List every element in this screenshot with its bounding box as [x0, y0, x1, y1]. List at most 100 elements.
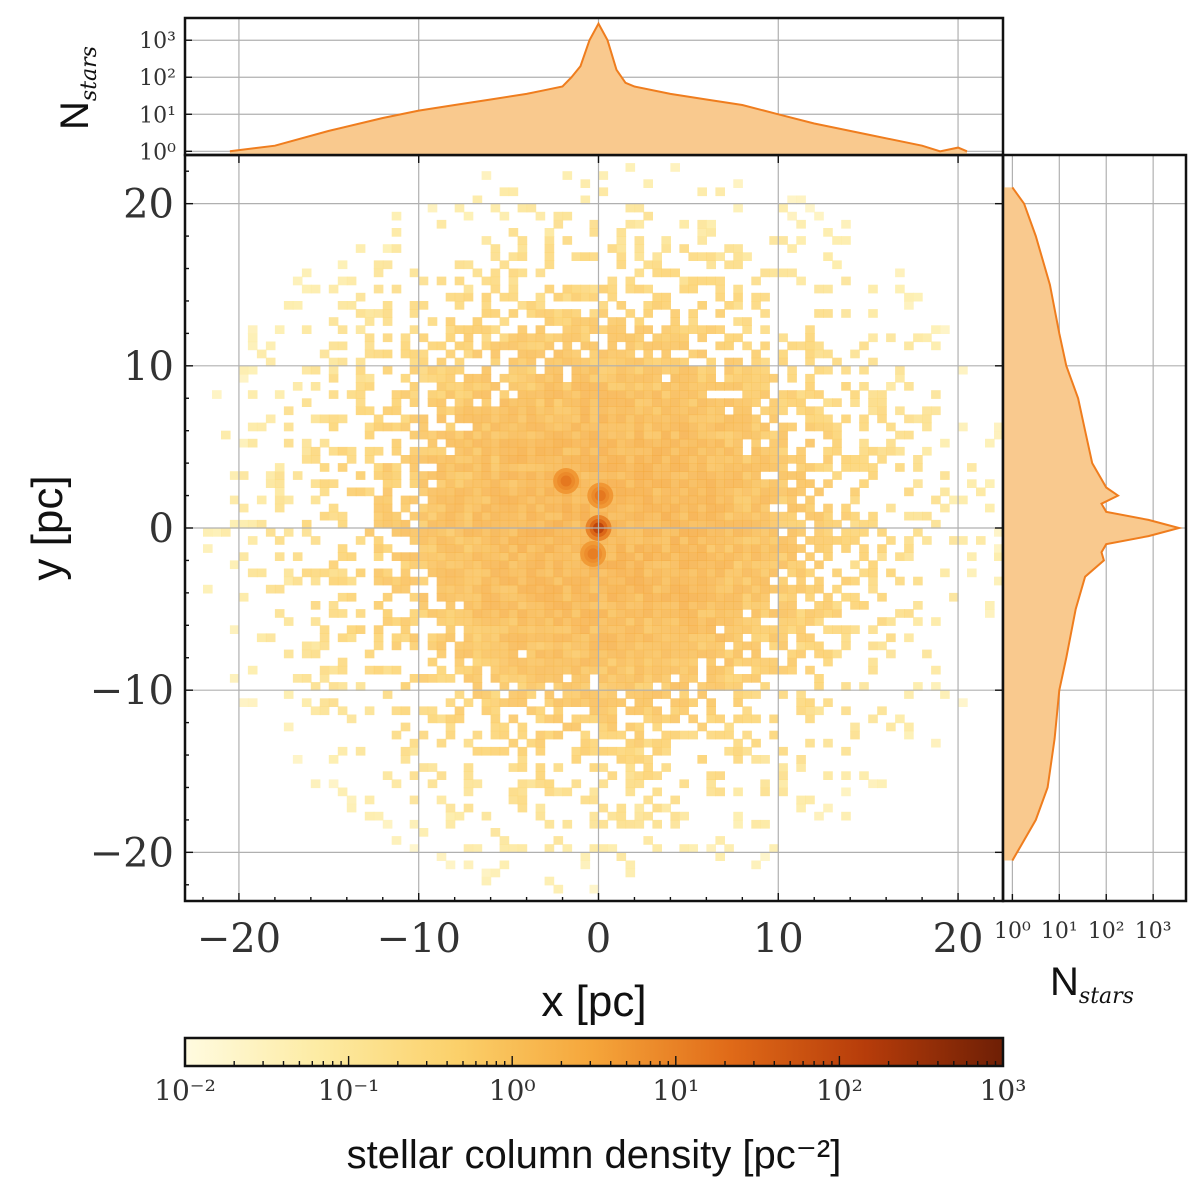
density-cell — [697, 601, 707, 610]
density-cell — [913, 576, 923, 586]
density-cell — [490, 828, 501, 837]
density-cell — [373, 260, 384, 270]
density-cell — [670, 592, 680, 602]
density-cell — [526, 536, 537, 545]
density-cell — [670, 730, 680, 740]
density-cell — [769, 398, 779, 407]
density-cell — [427, 317, 438, 326]
density-cell — [733, 738, 743, 748]
density-cell — [535, 560, 546, 570]
density-cell — [625, 738, 636, 748]
density-cell — [652, 746, 662, 756]
density-cell — [985, 503, 995, 513]
density-cell — [571, 398, 582, 407]
density-cell — [805, 406, 815, 416]
density-cell — [445, 601, 456, 610]
density-cell — [733, 301, 743, 310]
density-cell — [382, 244, 393, 253]
density-cell — [283, 495, 294, 505]
density-cell — [472, 406, 483, 416]
density-cell — [616, 349, 627, 359]
density-cell — [535, 536, 546, 545]
density-cell — [706, 357, 716, 367]
density-cell — [535, 341, 546, 351]
top-ylabel-main: N — [53, 101, 97, 130]
density-cell — [427, 528, 438, 537]
density-cell — [274, 552, 285, 561]
density-cell — [643, 284, 653, 294]
density-cell — [490, 252, 501, 261]
density-cell — [724, 609, 734, 618]
density-cell — [643, 519, 653, 529]
density-cell — [616, 819, 627, 829]
density-cell — [652, 301, 662, 310]
density-cell — [274, 495, 285, 505]
density-cell — [481, 601, 492, 610]
density-cell — [535, 309, 546, 318]
density-cell — [634, 325, 645, 334]
density-cell — [607, 398, 618, 407]
density-cell — [571, 349, 582, 359]
density-cell — [346, 714, 357, 724]
density-cell — [499, 617, 510, 626]
density-cell — [382, 463, 393, 472]
density-cell — [472, 779, 483, 789]
density-cell — [643, 260, 653, 270]
density-cell — [796, 471, 806, 480]
density-cell — [544, 690, 555, 699]
density-cell — [697, 495, 707, 505]
density-cell — [742, 544, 752, 553]
density-cell — [796, 690, 806, 699]
density-cell — [688, 511, 698, 521]
density-cell — [814, 544, 824, 553]
density-cell — [760, 309, 770, 318]
density-cell — [688, 390, 698, 399]
density-cell — [760, 341, 770, 351]
density-cell — [544, 519, 555, 529]
density-cell — [274, 471, 285, 480]
density-cell — [526, 519, 537, 529]
density-cell — [688, 430, 698, 440]
density-cell — [553, 390, 564, 399]
density-cell — [688, 503, 698, 513]
density-cell — [553, 584, 564, 594]
density-cell — [733, 544, 743, 553]
density-cell — [499, 592, 510, 602]
density-cell — [562, 601, 573, 610]
density-cell — [607, 649, 618, 659]
density-cell — [589, 463, 600, 472]
density-cell — [634, 528, 645, 537]
density-cell — [292, 576, 303, 586]
density-cell — [994, 576, 1003, 586]
density-cell — [607, 333, 618, 343]
density-cell — [634, 755, 645, 764]
density-cell — [247, 568, 258, 578]
density-cell — [463, 333, 474, 343]
density-cell — [409, 430, 420, 440]
density-cell — [598, 746, 609, 756]
density-cell — [607, 576, 618, 586]
density-cell — [607, 609, 618, 618]
density-cell — [400, 568, 411, 578]
density-cell — [751, 536, 761, 545]
density-cell — [436, 511, 447, 521]
density-cell — [913, 601, 923, 610]
density-cell — [715, 682, 725, 691]
density-cell — [796, 576, 806, 586]
density-cell — [625, 819, 636, 829]
density-cell — [634, 406, 645, 416]
density-cell — [733, 641, 743, 651]
density-cell — [319, 463, 330, 472]
density-cell — [616, 803, 627, 813]
density-cell — [841, 641, 851, 651]
right-x-tick-label: 10¹ — [1041, 919, 1078, 944]
density-cell — [607, 414, 618, 424]
density-cell — [301, 325, 312, 334]
density-cell — [490, 276, 501, 286]
density-cell — [508, 292, 519, 302]
density-cell — [688, 560, 698, 570]
density-cell — [481, 382, 492, 391]
density-cell — [265, 341, 276, 351]
density-cell — [346, 446, 357, 456]
density-cell — [634, 317, 645, 326]
